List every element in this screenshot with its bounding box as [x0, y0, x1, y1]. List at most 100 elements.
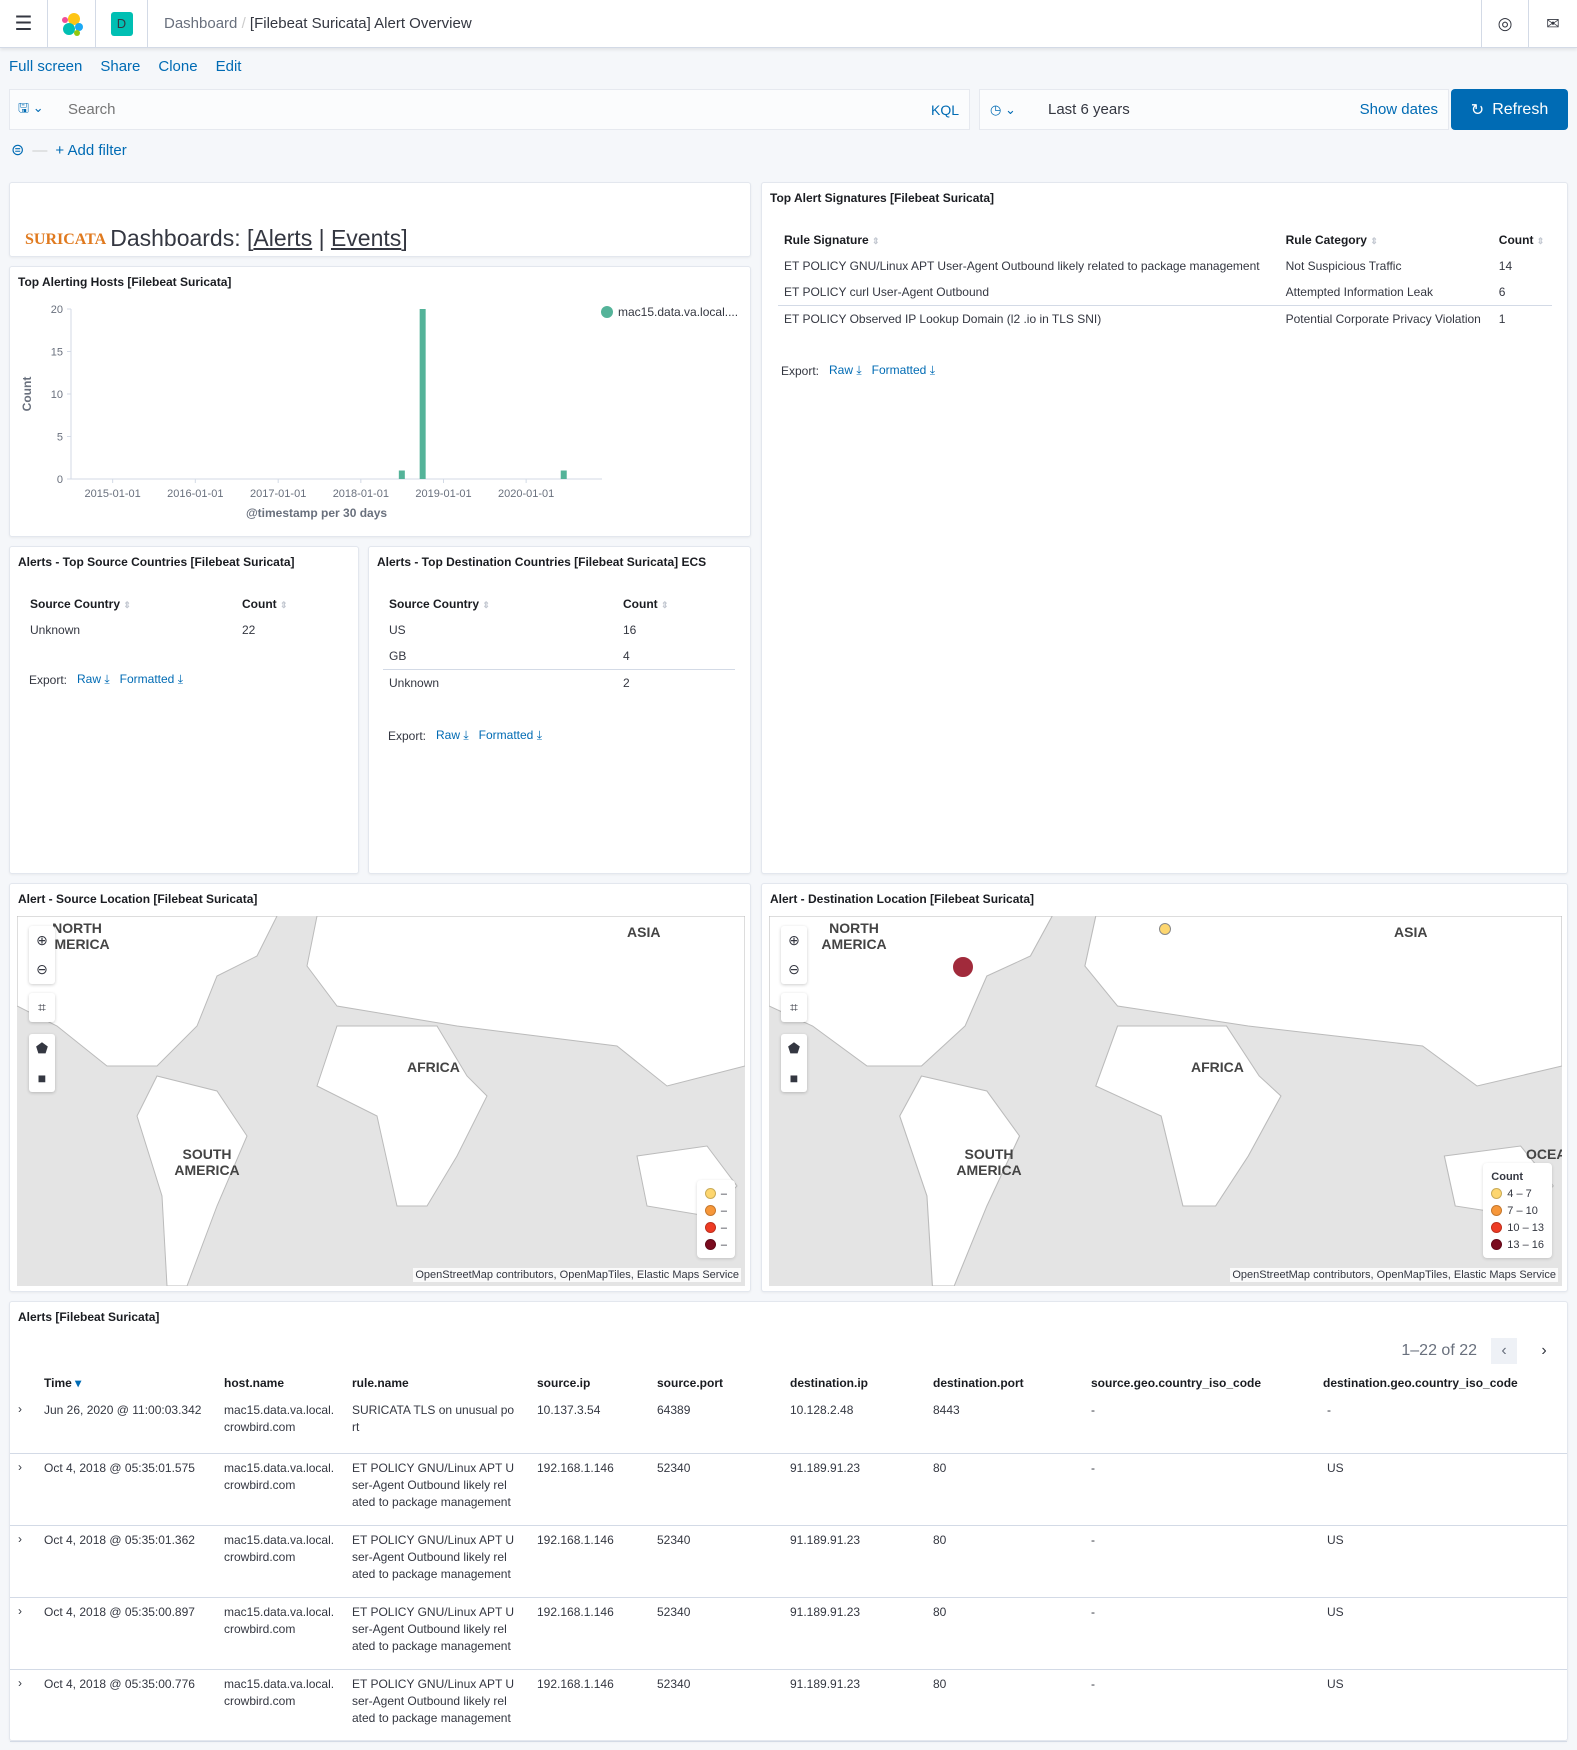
map-legend: – – – –: [696, 1180, 735, 1258]
export-raw[interactable]: Raw ⤓: [829, 363, 862, 377]
table-cell: 6: [1498, 285, 1506, 299]
alerts-dashboard-link[interactable]: Alerts: [253, 225, 313, 251]
help-button[interactable]: ◎: [1481, 0, 1529, 48]
column-header[interactable]: source.ip: [537, 1376, 591, 1390]
rectangle-icon[interactable]: ■: [789, 1069, 799, 1086]
quick-select-button[interactable]: ◷ ⌄: [990, 101, 1016, 117]
export-formatted[interactable]: Formatted ⤓: [871, 363, 935, 377]
time-range[interactable]: Last 6 years: [1048, 101, 1130, 118]
expand-row-icon[interactable]: ›: [10, 1453, 36, 1526]
table-cell: Oct 4, 2018 @ 05:35:00.897: [36, 1597, 216, 1670]
breadcrumb-dashboard[interactable]: Dashboard: [164, 15, 238, 32]
polygon-icon[interactable]: ⬟: [35, 1040, 49, 1056]
prev-page-button[interactable]: ‹: [1491, 1338, 1517, 1364]
hosts-bar-chart: 0 5 10 15 20 2015-01-01 2016-01-01 2017-01-01 20…: [20, 304, 738, 520]
show-dates-button[interactable]: Show dates: [1359, 101, 1438, 118]
expand-row-icon[interactable]: ›: [10, 1597, 36, 1670]
edit-link[interactable]: Edit: [215, 58, 242, 75]
sort-desc-icon[interactable]: ▾: [71, 1376, 82, 1390]
kql-toggle[interactable]: KQL: [930, 101, 959, 118]
table-cell: Unknown: [389, 676, 440, 690]
table-cell: 64389: [649, 1396, 782, 1454]
saved-query-button[interactable]: 🖫 ⌄: [18, 99, 44, 115]
table-row: Unknown 2: [383, 670, 735, 697]
zoom-in-icon[interactable]: ⊕: [788, 932, 800, 948]
column-header[interactable]: source.port: [657, 1376, 724, 1390]
full-screen-link[interactable]: Full screen: [9, 58, 83, 75]
col-count[interactable]: Count ⇕: [242, 597, 288, 611]
crop-icon[interactable]: ⌗: [38, 999, 46, 1015]
table-row: ET POLICY curl User-Agent Outbound Attemp…: [778, 279, 1552, 306]
col-count[interactable]: Count ⇕: [1498, 233, 1545, 247]
export-raw[interactable]: Raw ⤓: [77, 672, 110, 686]
refresh-button[interactable]: ↻ Refresh: [1451, 89, 1568, 130]
kibana-logo[interactable]: [48, 0, 96, 48]
map-point-gb[interactable]: [1159, 923, 1171, 935]
space-selector[interactable]: D: [96, 0, 148, 48]
rectangle-icon[interactable]: ■: [37, 1069, 47, 1086]
col-rule-category[interactable]: Rule Category ⇕: [1285, 233, 1378, 247]
export-raw[interactable]: Raw ⤓: [436, 728, 469, 742]
markdown-panel: SURICATA Dashboards: [Alerts | Events]: [9, 182, 751, 257]
column-header[interactable]: destination.ip: [790, 1376, 868, 1390]
column-header[interactable]: destination.port: [933, 1376, 1024, 1390]
export-formatted[interactable]: Formatted ⤓: [119, 672, 183, 686]
table-cell: -: [1315, 1396, 1567, 1454]
draw-controls: ⬟ ■: [29, 1034, 55, 1092]
table-cell: Attempted Information Leak: [1285, 285, 1434, 299]
source-location-panel: Alert - Source Location [Filebeat Surica…: [9, 883, 751, 1292]
table-row: GB 4: [383, 643, 735, 670]
column-header[interactable]: rule.name: [352, 1376, 409, 1390]
column-header[interactable]: destination.geo.country_iso_code: [1323, 1376, 1518, 1390]
zoom-out-icon[interactable]: ⊖: [36, 961, 48, 977]
expand-row-icon[interactable]: ›: [10, 1396, 36, 1454]
expand-row-icon[interactable]: ›: [10, 1669, 36, 1742]
col-source-country[interactable]: Source Country ⇕: [389, 597, 490, 611]
table-cell: Oct 4, 2018 @ 05:35:00.776: [36, 1669, 216, 1742]
menu-button[interactable]: ☰: [0, 0, 48, 48]
column-header[interactable]: source.geo.country_iso_code: [1091, 1376, 1262, 1390]
col-rule-signature[interactable]: Rule Signature ⇕: [784, 233, 880, 247]
map-point-us[interactable]: [952, 956, 974, 978]
table-cell: 52340: [649, 1597, 782, 1670]
search-bar: 🖫 ⌄ KQL: [9, 89, 970, 130]
zoom-in-icon[interactable]: ⊕: [36, 932, 48, 948]
search-input[interactable]: [68, 101, 931, 118]
export-links: Export: Raw ⤓ Formatted ⤓: [388, 728, 542, 743]
clone-link[interactable]: Clone: [158, 58, 198, 75]
y-tick-label: 0: [57, 474, 63, 486]
map-attribution[interactable]: OpenStreetMap contributors, OpenMapTiles…: [413, 1268, 741, 1282]
add-filter-button[interactable]: + Add filter: [55, 141, 127, 159]
next-page-button[interactable]: ›: [1541, 1342, 1547, 1359]
column-header[interactable]: Time ▾: [44, 1376, 82, 1390]
pagination: 1–22 of 22 ‹ ›: [1401, 1338, 1557, 1364]
destination-map[interactable]: NORTH AMERICA ASIA AFRICA SOUTH AMERICA …: [769, 916, 1562, 1286]
table-cell: mac15.data.va.local. crowbird.com: [216, 1525, 344, 1598]
column-header[interactable]: host.name: [224, 1376, 285, 1390]
destination-countries-table: Source Country ⇕ Count ⇕ US 16 GB 4 Unknown 2: [383, 591, 735, 696]
table-row: Unknown 22: [24, 617, 344, 643]
legend-dot: [704, 1188, 716, 1199]
table-cell: Oct 4, 2018 @ 05:35:01.362: [36, 1525, 216, 1598]
col-count[interactable]: Count ⇕: [623, 597, 669, 611]
events-dashboard-link[interactable]: Events: [330, 225, 402, 251]
zoom-out-icon[interactable]: ⊖: [788, 961, 800, 977]
space-avatar: D: [110, 11, 133, 36]
draw-controls: ⬟ ■: [781, 1034, 807, 1092]
source-map[interactable]: NORTH AMERICA ASIA AFRICA SOUTH AMERICA …: [17, 916, 745, 1286]
filter-options-icon[interactable]: ⊜: [11, 142, 25, 159]
destination-countries-panel: Alerts - Top Destination Countries [File…: [368, 546, 751, 874]
table-cell: 80: [925, 1525, 1083, 1598]
col-source-country[interactable]: Source Country ⇕: [30, 597, 131, 611]
export-formatted[interactable]: Formatted ⤓: [478, 728, 542, 742]
newsfeed-button[interactable]: ✉: [1529, 0, 1577, 48]
table-row: › Oct 4, 2018 @ 05:35:00.776 mac15.data.va…: [10, 1669, 1567, 1742]
expand-row-icon[interactable]: ›: [10, 1525, 36, 1598]
polygon-icon[interactable]: ⬟: [787, 1040, 801, 1056]
share-link[interactable]: Share: [100, 58, 141, 75]
legend-dot: [704, 1205, 716, 1216]
table-cell: mac15.data.va.local. crowbird.com: [216, 1669, 344, 1742]
table-cell: 16: [623, 623, 637, 637]
crop-icon[interactable]: ⌗: [790, 999, 798, 1015]
map-attribution[interactable]: OpenStreetMap contributors, OpenMapTiles…: [1230, 1268, 1558, 1282]
